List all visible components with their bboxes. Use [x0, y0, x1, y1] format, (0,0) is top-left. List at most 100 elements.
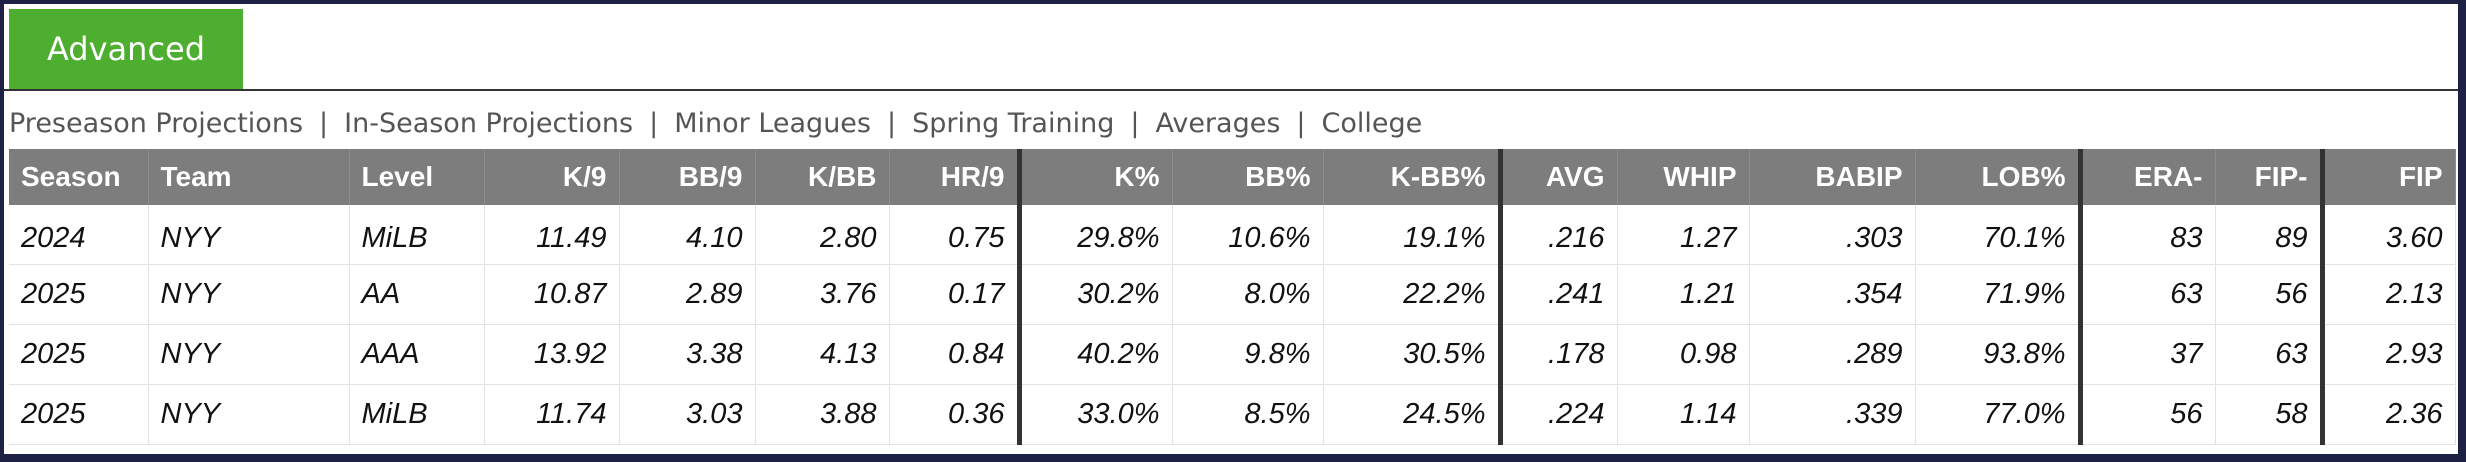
subnav-preseason-projections[interactable]: Preseason Projections [9, 107, 304, 139]
cell-babip: .339 [1749, 384, 1916, 445]
cell-k-bb: 3.76 [755, 264, 890, 325]
cell-avg: .241 [1500, 264, 1618, 325]
column-header-era-minus[interactable]: ERA- [2080, 149, 2216, 205]
cell-k-pct: 40.2% [1019, 324, 1173, 385]
subnav-separator: | [319, 107, 329, 139]
subnav-college[interactable]: College [1321, 107, 1423, 139]
cell-k-pct: 33.0% [1019, 384, 1173, 445]
cell-whip: 1.27 [1617, 205, 1750, 265]
cell-era-minus: 63 [2080, 264, 2216, 325]
cell-lob-pct: 70.1% [1915, 205, 2083, 265]
cell-level: MiLB [349, 384, 485, 445]
column-header-season[interactable]: Season [9, 149, 149, 205]
column-header-hr-per-9[interactable]: HR/9 [889, 149, 1022, 205]
table-row: 2024 NYY MiLB 11.49 4.10 2.80 0.75 29.8%… [9, 205, 2456, 265]
cell-fip-minus: 56 [2215, 264, 2325, 325]
column-header-k-pct[interactable]: K% [1019, 149, 1173, 205]
subnav-minor-leagues[interactable]: Minor Leagues [674, 107, 871, 139]
cell-era-minus: 37 [2080, 324, 2216, 385]
cell-k-pct: 29.8% [1019, 205, 1173, 265]
cell-k-pct: 30.2% [1019, 264, 1173, 325]
cell-whip: 0.98 [1617, 324, 1750, 385]
cell-hr-per-9: 0.36 [889, 384, 1022, 445]
column-header-whip[interactable]: WHIP [1617, 149, 1750, 205]
cell-fip: 2.93 [2322, 324, 2456, 385]
table-row: 2025 NYY AAA 13.92 3.38 4.13 0.84 40.2% … [9, 324, 2456, 385]
cell-bb-per-9: 4.10 [619, 205, 756, 265]
column-header-bb-per-9[interactable]: BB/9 [619, 149, 756, 205]
cell-k-bb: 4.13 [755, 324, 890, 385]
cell-babip: .354 [1749, 264, 1916, 325]
cell-k-per-9: 10.87 [484, 264, 620, 325]
cell-bb-pct: 8.5% [1172, 384, 1324, 445]
cell-whip: 1.21 [1617, 264, 1750, 325]
cell-k-bb: 2.80 [755, 205, 890, 265]
subnav-separator: | [1296, 107, 1306, 139]
column-header-bb-pct[interactable]: BB% [1172, 149, 1324, 205]
column-header-fip-minus[interactable]: FIP- [2215, 149, 2325, 205]
cell-k-minus-bb-pct: 22.2% [1323, 264, 1503, 325]
cell-k-per-9: 13.92 [484, 324, 620, 385]
cell-bb-pct: 8.0% [1172, 264, 1324, 325]
table-row: 2025 NYY AA 10.87 2.89 3.76 0.17 30.2% 8… [9, 264, 2456, 325]
cell-era-minus: 83 [2080, 205, 2216, 265]
subnav-spring-training[interactable]: Spring Training [912, 107, 1115, 139]
cell-hr-per-9: 0.17 [889, 264, 1022, 325]
cell-k-per-9: 11.49 [484, 205, 620, 265]
cell-fip: 2.13 [2322, 264, 2456, 325]
cell-lob-pct: 71.9% [1915, 264, 2083, 325]
cell-fip: 3.60 [2322, 205, 2456, 265]
cell-season: 2025 [9, 264, 149, 325]
column-header-fip[interactable]: FIP [2322, 149, 2456, 205]
cell-bb-per-9: 3.03 [619, 384, 756, 445]
cell-avg: .216 [1500, 205, 1618, 265]
cell-level: AAA [349, 324, 485, 385]
column-header-level[interactable]: Level [349, 149, 485, 205]
advanced-stats-table: Season Team Level K/9 BB/9 K/BB HR/9 K% … [9, 149, 2456, 445]
tab-bar: Advanced [4, 4, 2458, 91]
cell-k-minus-bb-pct: 24.5% [1323, 384, 1503, 445]
subnav-averages[interactable]: Averages [1155, 107, 1281, 139]
cell-babip: .289 [1749, 324, 1916, 385]
subnav-separator: | [649, 107, 659, 139]
cell-era-minus: 56 [2080, 384, 2216, 445]
cell-lob-pct: 93.8% [1915, 324, 2083, 385]
cell-season: 2024 [9, 205, 149, 265]
cell-whip: 1.14 [1617, 384, 1750, 445]
stats-panel: Advanced Preseason Projections | In-Seas… [4, 4, 2458, 454]
cell-hr-per-9: 0.75 [889, 205, 1022, 265]
cell-k-minus-bb-pct: 19.1% [1323, 205, 1503, 265]
cell-k-per-9: 11.74 [484, 384, 620, 445]
table-row: 2025 NYY MiLB 11.74 3.03 3.88 0.36 33.0%… [9, 384, 2456, 445]
column-header-k-bb[interactable]: K/BB [755, 149, 890, 205]
cell-team: NYY [148, 384, 350, 445]
cell-season: 2025 [9, 384, 149, 445]
cell-level: AA [349, 264, 485, 325]
cell-level: MiLB [349, 205, 485, 265]
cell-bb-per-9: 3.38 [619, 324, 756, 385]
subnav: Preseason Projections | In-Season Projec… [9, 101, 1422, 145]
cell-k-bb: 3.88 [755, 384, 890, 445]
cell-hr-per-9: 0.84 [889, 324, 1022, 385]
table-header-row: Season Team Level K/9 BB/9 K/BB HR/9 K% … [9, 149, 2456, 205]
cell-fip-minus: 63 [2215, 324, 2325, 385]
column-header-babip[interactable]: BABIP [1749, 149, 1916, 205]
cell-k-minus-bb-pct: 30.5% [1323, 324, 1503, 385]
cell-babip: .303 [1749, 205, 1916, 265]
subnav-in-season-projections[interactable]: In-Season Projections [344, 107, 634, 139]
cell-team: NYY [148, 264, 350, 325]
column-header-k-per-9[interactable]: K/9 [484, 149, 620, 205]
subnav-separator: | [1130, 107, 1140, 139]
cell-bb-per-9: 2.89 [619, 264, 756, 325]
cell-season: 2025 [9, 324, 149, 385]
cell-team: NYY [148, 205, 350, 265]
column-header-team[interactable]: Team [148, 149, 350, 205]
cell-avg: .178 [1500, 324, 1618, 385]
column-header-avg[interactable]: AVG [1500, 149, 1618, 205]
cell-fip-minus: 58 [2215, 384, 2325, 445]
tab-advanced[interactable]: Advanced [9, 9, 243, 89]
column-header-k-minus-bb-pct[interactable]: K-BB% [1323, 149, 1503, 205]
column-header-lob-pct[interactable]: LOB% [1915, 149, 2083, 205]
cell-bb-pct: 10.6% [1172, 205, 1324, 265]
cell-fip-minus: 89 [2215, 205, 2325, 265]
